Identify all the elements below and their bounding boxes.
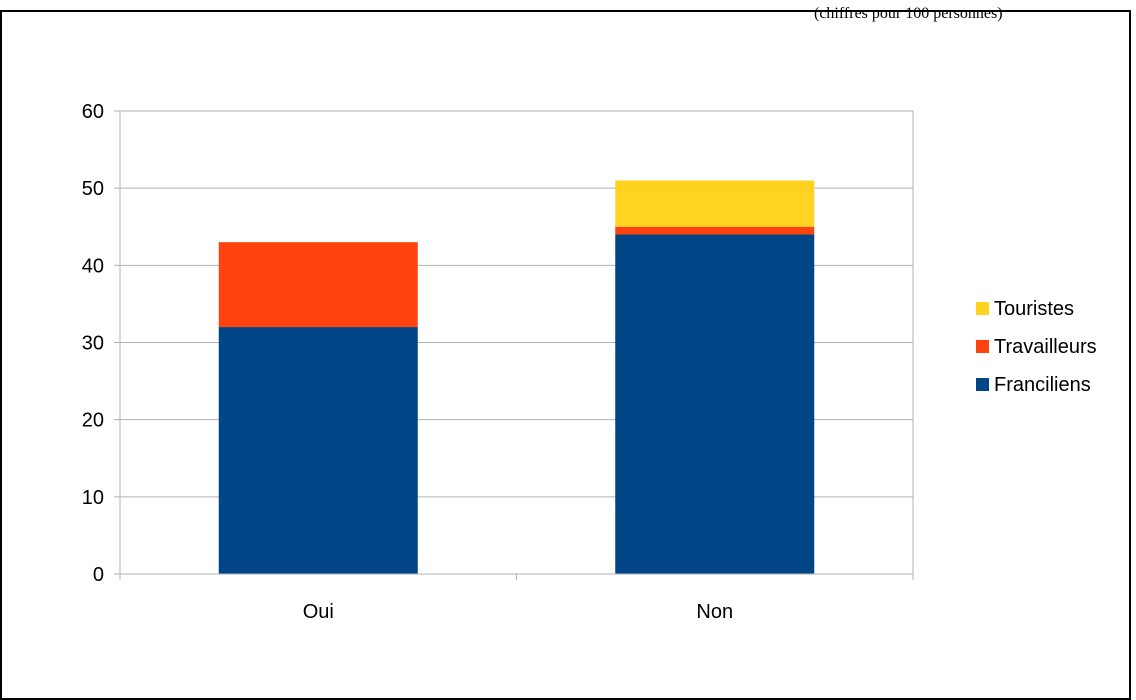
bars-layer [218,180,815,574]
legend-swatch-touristes [976,302,989,315]
x-category-label: Non [696,601,733,623]
bar-non-travailleurs [615,226,815,235]
y-tick-label: 10 [82,487,104,509]
y-tick-label: 50 [82,178,104,200]
y-tick-label: 30 [82,333,104,355]
legend-swatch-franciliens [976,378,989,391]
y-tick-label: 40 [82,255,104,277]
bar-non-franciliens [615,234,815,574]
legend-label-travailleurs: Travailleurs [994,336,1097,358]
y-tick-label: 20 [82,410,104,432]
legend-swatch-travailleurs [976,340,989,353]
y-tick-label: 60 [82,101,104,123]
axis-layer: 0 10 20 30 40 50 60 Oui Non [82,101,914,623]
y-tick-label: 0 [93,564,104,586]
bar-oui-franciliens [218,327,418,574]
bar-oui-travailleurs [218,242,418,328]
legend: Touristes Travailleurs Franciliens [976,298,1097,396]
legend-label-franciliens: Franciliens [994,374,1091,396]
legend-label-touristes: Touristes [994,298,1074,320]
bar-non-touristes [615,180,815,227]
top-caption: (chiffres pour 100 personnes) [814,5,1003,22]
x-category-label: Oui [303,601,334,623]
